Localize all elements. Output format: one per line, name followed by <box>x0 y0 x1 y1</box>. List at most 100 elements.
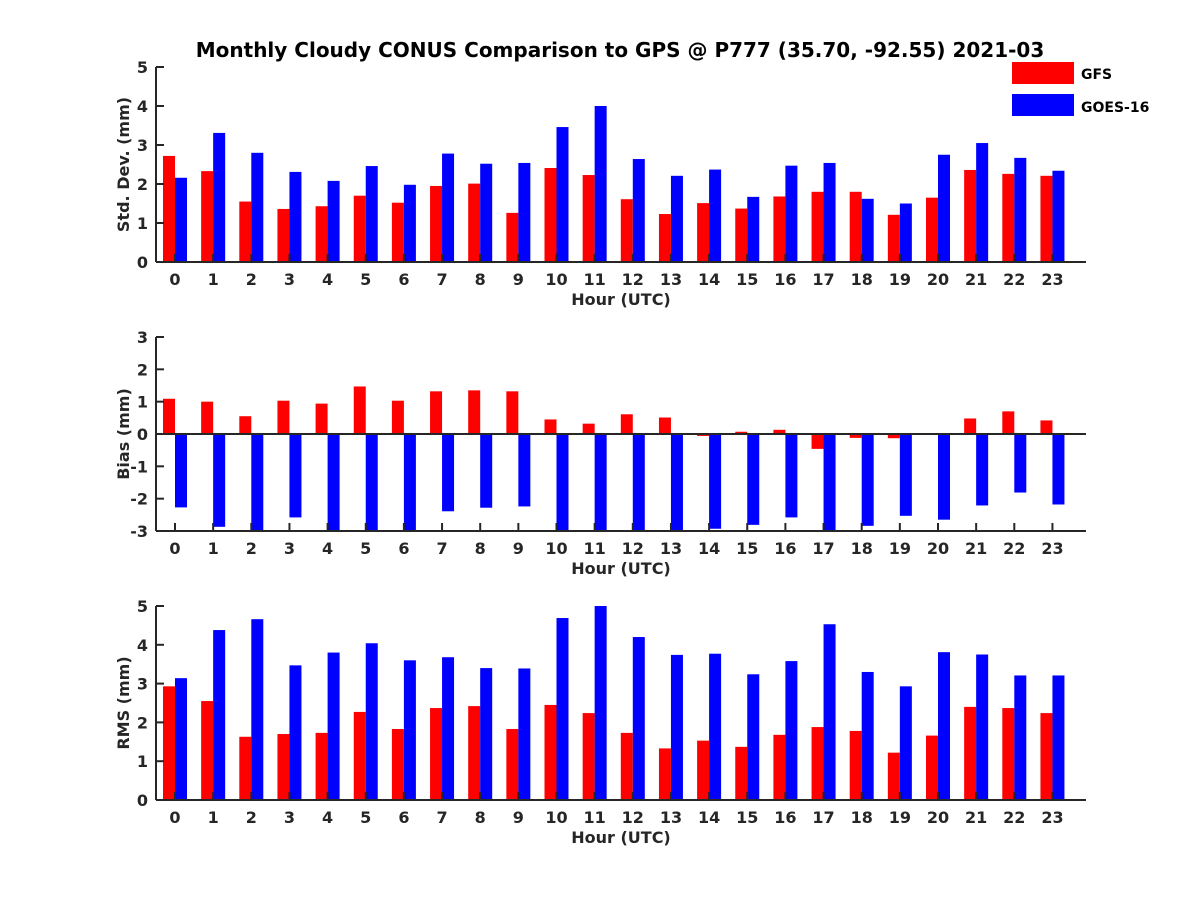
std-dev-bar-gfs-hour-8 <box>468 183 481 262</box>
std-dev-bar-gfs-hour-4 <box>315 206 328 262</box>
std-dev-bar-goes16-hour-2 <box>251 152 264 262</box>
rms-bar-gfs-hour-4 <box>315 732 328 800</box>
std-dev-bar-goes16-hour-19 <box>899 203 912 262</box>
std-dev-bar-goes16-hour-12 <box>632 159 645 262</box>
rms-x-tick-label: 20 <box>927 808 949 827</box>
std-dev-bar-gfs-hour-16 <box>773 196 786 262</box>
std-dev-bar-goes16-hour-9 <box>518 162 531 262</box>
rms-x-tick-label: 21 <box>965 808 987 827</box>
std-dev-bar-goes16-hour-14 <box>709 169 722 262</box>
rms-bar-goes16-hour-16 <box>785 661 798 800</box>
std-dev-bar-gfs-hour-11 <box>582 175 595 262</box>
bias-bar-goes16-hour-19 <box>899 434 912 516</box>
rms-x-axis-label: Hour (UTC) <box>571 828 671 847</box>
bias-bar-goes16-hour-0 <box>175 434 187 508</box>
rms-x-tick-label: 18 <box>851 808 873 827</box>
bias-bar-goes16-hour-8 <box>480 434 493 508</box>
bias-x-tick-label: 3 <box>284 539 295 558</box>
rms-bar-goes16-hour-18 <box>861 671 874 800</box>
std-dev-bar-gfs-hour-3 <box>277 208 290 262</box>
rms-x-tick-label: 1 <box>208 808 219 827</box>
std-dev-bar-gfs-hour-1 <box>201 171 214 262</box>
bias-bar-goes16-hour-11 <box>594 434 607 531</box>
rms-bar-goes16-hour-23 <box>1052 675 1065 800</box>
rms-bar-gfs-hour-13 <box>658 748 671 800</box>
bias-bar-goes16-hour-3 <box>289 434 302 518</box>
std-dev-bar-gfs-hour-19 <box>887 214 900 262</box>
std-dev-bar-gfs-hour-0 <box>163 155 175 262</box>
bias-bar-gfs-hour-12 <box>620 414 633 434</box>
std-dev-bar-goes16-hour-4 <box>327 180 340 262</box>
bias-x-tick-label: 10 <box>545 539 567 558</box>
std-dev-x-tick-label: 8 <box>475 270 486 289</box>
std-dev-x-tick-label: 19 <box>889 270 911 289</box>
std-dev-x-tick-label: 4 <box>322 270 333 289</box>
rms-x-tick-label: 13 <box>660 808 682 827</box>
rms-x-tick-label: 6 <box>398 808 409 827</box>
bias-x-tick-label: 2 <box>246 539 257 558</box>
bias-bar-gfs-hour-15 <box>735 431 748 434</box>
bias-bar-gfs-hour-4 <box>315 403 328 434</box>
rms-bar-goes16-hour-12 <box>632 637 645 800</box>
chart-title: Monthly Cloudy CONUS Comparison to GPS @… <box>196 38 1045 62</box>
bias-bar-gfs-hour-9 <box>506 391 519 434</box>
std-dev-bar-goes16-hour-17 <box>823 162 836 262</box>
std-dev-x-tick-label: 18 <box>851 270 873 289</box>
bias-x-tick-label: 6 <box>398 539 409 558</box>
bias-bar-goes16-hour-9 <box>518 434 531 507</box>
std-dev-bar-gfs-hour-18 <box>849 191 862 262</box>
bias-bar-gfs-hour-23 <box>1040 420 1053 434</box>
bias-bar-goes16-hour-2 <box>251 434 264 531</box>
rms-x-tick-label: 15 <box>736 808 758 827</box>
std-dev-bar-goes16-hour-15 <box>747 196 760 262</box>
std-dev-bar-goes16-hour-1 <box>213 132 226 262</box>
bias-bar-goes16-hour-13 <box>670 434 683 531</box>
rms-bar-goes16-hour-1 <box>213 630 226 800</box>
bias-bar-goes16-hour-17 <box>823 434 836 531</box>
bias-x-tick-label: 7 <box>436 539 447 558</box>
bias-bar-goes16-hour-20 <box>938 434 950 520</box>
bias-bar-gfs-hour-19 <box>887 434 900 439</box>
std-dev-x-tick-label: 22 <box>1003 270 1025 289</box>
rms-y-tick-label: 5 <box>137 597 148 616</box>
rms-bar-goes16-hour-7 <box>442 657 455 800</box>
std-dev-x-tick-label: 3 <box>284 270 295 289</box>
bias-x-tick-label: 23 <box>1041 539 1063 558</box>
std-dev-x-tick-label: 15 <box>736 270 758 289</box>
rms-x-tick-label: 23 <box>1041 808 1063 827</box>
std-dev-bar-goes16-hour-13 <box>670 175 683 262</box>
std-dev-bar-goes16-hour-3 <box>289 171 302 262</box>
bias-y-tick-label: -2 <box>130 490 148 509</box>
rms-x-tick-label: 4 <box>322 808 333 827</box>
bias-x-tick-label: 11 <box>584 539 606 558</box>
rms-bar-gfs-hour-10 <box>544 704 557 800</box>
bias-y-tick-label: 1 <box>137 393 148 412</box>
bias-bar-goes16-hour-18 <box>861 434 874 526</box>
bias-bar-gfs-hour-17 <box>811 434 824 449</box>
rms-bar-gfs-hour-19 <box>887 752 900 800</box>
rms-bar-goes16-hour-17 <box>823 624 836 800</box>
rms-bar-goes16-hour-2 <box>251 619 264 800</box>
bias-bar-goes16-hour-1 <box>213 434 226 527</box>
std-dev-x-tick-label: 16 <box>774 270 796 289</box>
std-dev-bar-goes16-hour-22 <box>1014 157 1027 262</box>
rms-bar-goes16-hour-21 <box>976 654 989 800</box>
std-dev-bar-gfs-hour-14 <box>697 203 710 262</box>
rms-bar-goes16-hour-13 <box>670 654 683 800</box>
std-dev-y-tick-label: 2 <box>137 175 148 194</box>
bias-bar-gfs-hour-22 <box>1002 411 1015 434</box>
bias-y-tick-label: 2 <box>137 360 148 379</box>
bias-x-tick-label: 9 <box>513 539 524 558</box>
rms-bar-gfs-hour-14 <box>697 740 710 800</box>
legend-swatch-goes16 <box>1012 94 1074 116</box>
std-dev-bar-goes16-hour-6 <box>403 184 416 262</box>
bias-bar-gfs-hour-6 <box>391 400 404 434</box>
std-dev-bar-goes16-hour-8 <box>480 163 493 262</box>
bias-x-tick-label: 12 <box>622 539 644 558</box>
std-dev-bar-gfs-hour-17 <box>811 191 824 262</box>
rms-bar-goes16-hour-10 <box>556 618 569 800</box>
bias-x-tick-label: 17 <box>812 539 834 558</box>
rms-bar-gfs-hour-23 <box>1040 713 1053 800</box>
